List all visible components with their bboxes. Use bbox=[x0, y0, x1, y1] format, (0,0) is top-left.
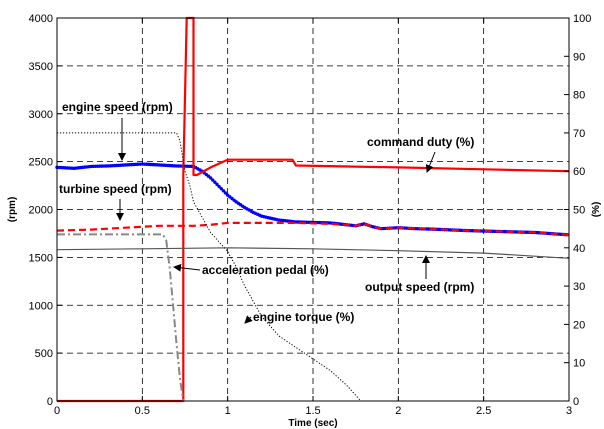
y-right-tick-label: 80 bbox=[573, 90, 585, 102]
y-right-tick-label: 100 bbox=[573, 13, 591, 25]
grid bbox=[57, 18, 569, 401]
x-tick-label: 1 bbox=[225, 405, 231, 417]
annotation-label: turbine speed (rpm) bbox=[59, 182, 172, 196]
x-tick-label: 0 bbox=[54, 405, 60, 417]
engine-speed-point bbox=[211, 178, 215, 182]
y-left-tick-label: 3000 bbox=[29, 109, 53, 121]
annotation-label: engine speed (rpm) bbox=[62, 100, 173, 114]
y-right-tick-label: 10 bbox=[573, 358, 585, 370]
y-left-tick-label: 0 bbox=[47, 396, 53, 408]
series-layer bbox=[55, 16, 570, 403]
y-right-tick-label: 30 bbox=[573, 281, 585, 293]
engine-speed-point bbox=[217, 184, 221, 189]
x-tick-label: 2 bbox=[395, 405, 401, 417]
annotation-arrow bbox=[425, 151, 436, 173]
y-left-tick-label: 2000 bbox=[29, 205, 53, 217]
engine-speed-point bbox=[208, 176, 213, 180]
x-axis-label: Time (sec) bbox=[288, 418, 337, 429]
y-left-tick-label: 1500 bbox=[29, 252, 53, 264]
y-left-tick-label: 1000 bbox=[29, 300, 53, 312]
acceleration-pedal-series bbox=[57, 233, 185, 402]
y-right-tick-label: 40 bbox=[573, 243, 585, 255]
y-right-tick-label: 60 bbox=[573, 166, 585, 178]
y-right-tick-label: 90 bbox=[573, 51, 585, 63]
x-tick-label: 3 bbox=[566, 405, 572, 417]
y-left-tick-label: 2500 bbox=[29, 157, 53, 169]
engine-speed-point bbox=[221, 189, 226, 193]
y-left-tick-label: 4000 bbox=[29, 13, 53, 25]
engine-speed-point bbox=[223, 191, 228, 195]
annotation-label: command duty (%) bbox=[367, 135, 474, 149]
y-right-tick-label: 50 bbox=[573, 205, 585, 217]
annotations: engine speed (rpm) command duty (%) turbin… bbox=[59, 100, 474, 324]
x-tick-label: 2.5 bbox=[476, 405, 491, 417]
y-left-tick-label: 3500 bbox=[29, 61, 53, 73]
annotation-arrow bbox=[244, 315, 253, 324]
annotation-label: engine torque (%) bbox=[253, 310, 354, 324]
engine-speed-point bbox=[213, 180, 217, 184]
annotation-label: acceleration pedal (%) bbox=[202, 263, 329, 277]
output-speed-series bbox=[56, 247, 570, 259]
y-axis-right-label: (%) bbox=[591, 202, 602, 218]
y-left-tick-label: 500 bbox=[35, 348, 53, 360]
x-tick-label: 1.5 bbox=[305, 405, 320, 417]
annotation-arrow bbox=[173, 263, 201, 272]
y-right-tick-label: 20 bbox=[573, 319, 585, 331]
y-axis-left-label: (rpm) bbox=[7, 197, 18, 223]
engine-speed-point bbox=[215, 182, 219, 187]
engine-speed-point bbox=[219, 186, 223, 191]
engine-speed-series bbox=[55, 162, 569, 237]
x-tick-label: 0.5 bbox=[135, 405, 150, 417]
ticks: 0 0.5 1 1.5 2 2.5 3050010001500200025003000350… bbox=[29, 13, 592, 417]
y-right-tick-label: 0 bbox=[573, 396, 579, 408]
command-duty-series bbox=[57, 16, 570, 403]
y-right-tick-label: 70 bbox=[573, 128, 585, 140]
annotation-label: output speed (rpm) bbox=[365, 280, 474, 294]
turbine-speed-series bbox=[56, 221, 570, 236]
